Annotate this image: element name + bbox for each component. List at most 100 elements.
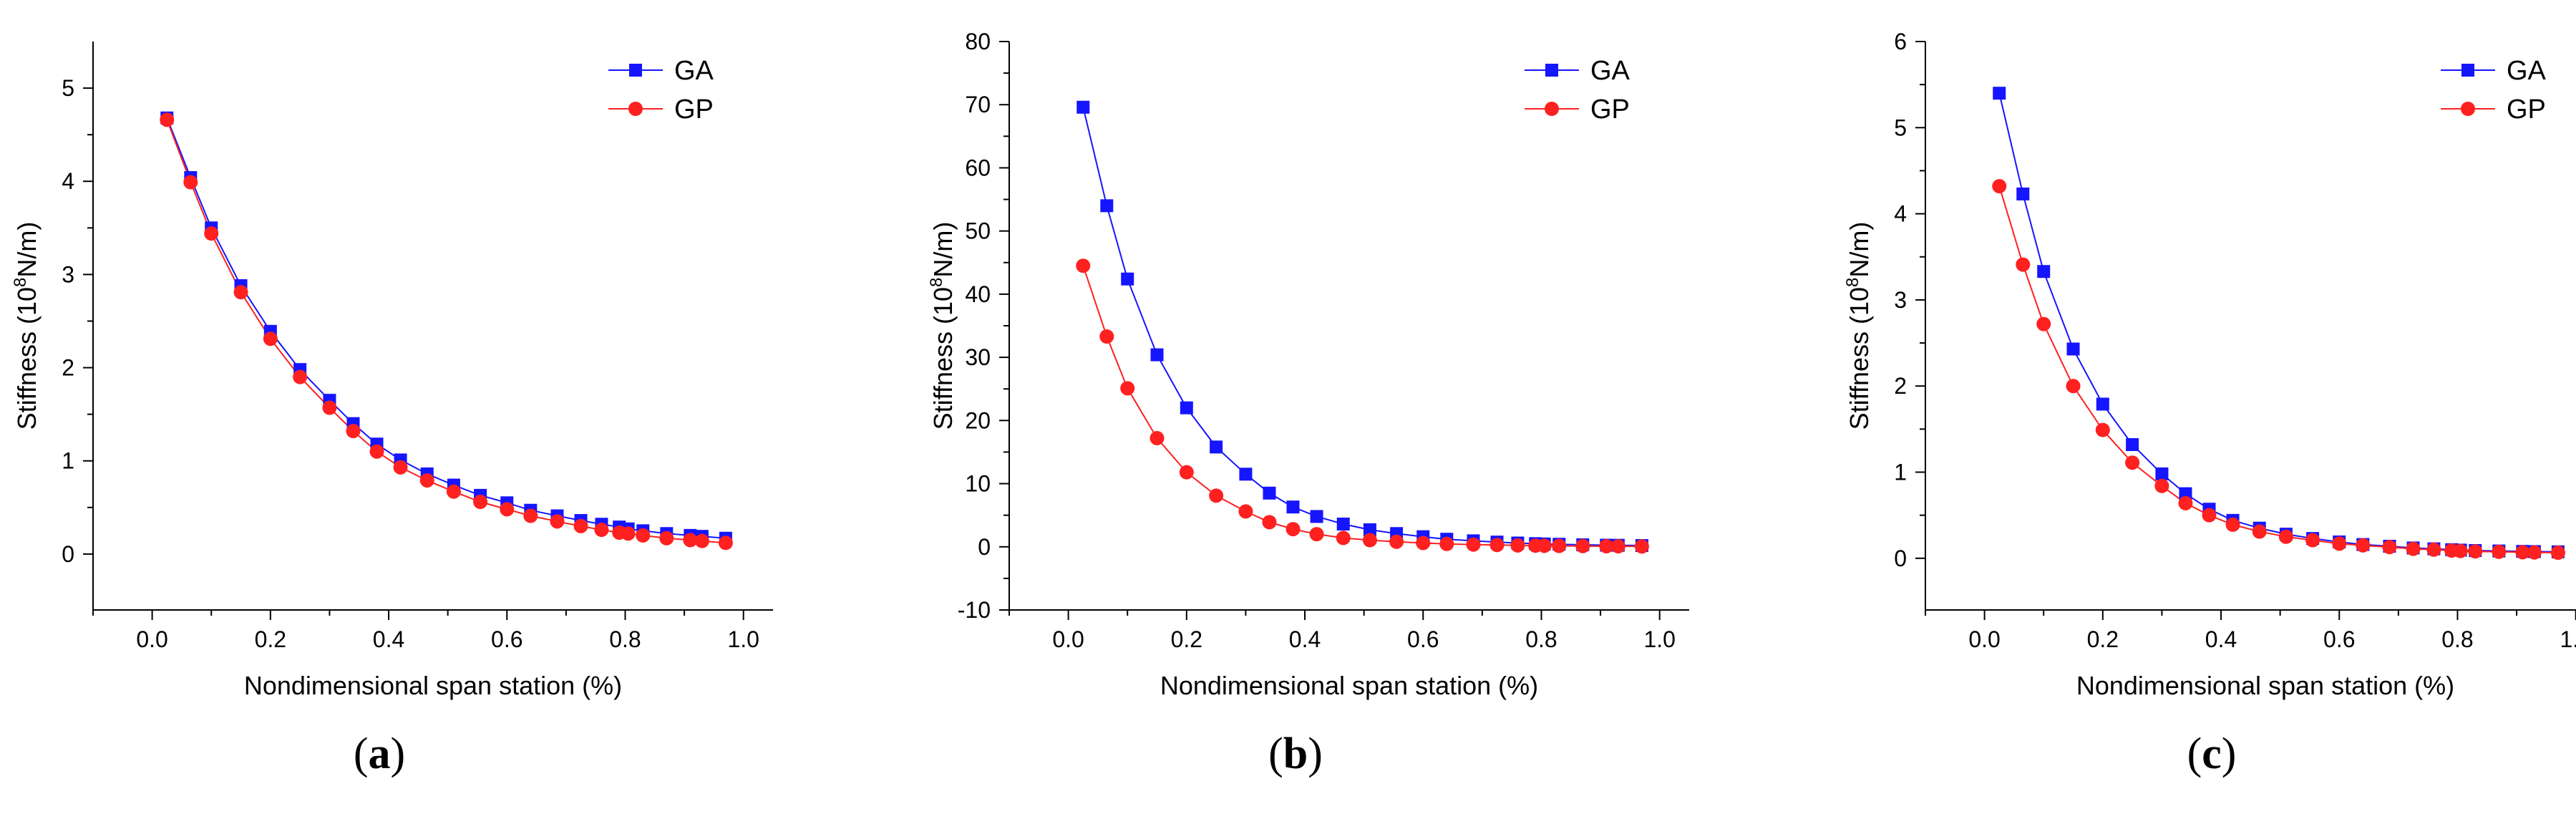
data-point-gp [1309, 527, 1324, 542]
data-point-ga [2155, 467, 2169, 480]
data-point-gp [2332, 536, 2347, 551]
legend-label-ga: GA [2507, 56, 2547, 86]
series-line-gp [166, 119, 726, 544]
data-point-gp [1076, 258, 1091, 273]
x-tick-label: 0.6 [1407, 626, 1439, 652]
legend-label-gp: GP [674, 95, 714, 125]
data-point-gp [1466, 537, 1481, 552]
chart-canvas: 0.0 0.2 0.4 0.6 0.8 1.0 0 1 2 3 4 5 Nondimensional s… [11, 29, 2576, 700]
data-point-ga [1100, 199, 1114, 213]
y-axis-title: Stiffness (108N/m) [927, 222, 958, 430]
data-point-gp [233, 285, 248, 300]
y-tick-label: 3 [62, 261, 74, 287]
data-point-gp [1489, 538, 1505, 553]
legend-marker-ga [1545, 64, 1558, 77]
data-point-gp [473, 495, 488, 510]
data-point-gp [659, 530, 674, 546]
x-tick-label: 0.2 [2087, 626, 2119, 652]
y-tick-label: -10 [958, 597, 991, 623]
y-tick-label: 5 [62, 75, 74, 101]
data-point-ga [1363, 523, 1376, 536]
data-point-gp [718, 536, 733, 551]
data-point-gp [2356, 538, 2371, 553]
legend-label-ga: GA [1590, 56, 1630, 86]
chart-panel-1: 0.0 0.2 0.4 0.6 0.8 1.0 0 1 2 3 4 5 Nondimensional s… [11, 42, 773, 700]
x-tick-label: 0.4 [2205, 626, 2237, 652]
data-point-gp [573, 518, 588, 533]
data-point-gp [1599, 538, 1614, 553]
y-tick-label: 0 [1894, 546, 1907, 571]
x-tick-label: 0.8 [2441, 626, 2473, 652]
data-point-ga [1076, 100, 1090, 114]
data-point-gp [2515, 545, 2530, 560]
data-point-gp [500, 502, 515, 517]
y-tick-label: 2 [1894, 373, 1907, 399]
data-point-gp [2527, 545, 2542, 560]
y-tick-label: 6 [1894, 29, 1907, 54]
legend-marker-gp [1545, 102, 1559, 116]
data-point-gp [2382, 540, 2397, 555]
y-tick-label: 40 [965, 281, 991, 307]
x-tick-label: 1.0 [727, 626, 759, 652]
data-point-gp [1120, 381, 1135, 396]
x-tick-label: 0.6 [491, 626, 523, 652]
x-tick-label: 0.2 [1171, 626, 1202, 652]
y-axis-title-superscript: 8 [1843, 278, 1862, 287]
y-tick-label: 70 [965, 92, 991, 117]
data-point-gp [2426, 542, 2441, 557]
data-point-ga [1263, 486, 1276, 500]
legend-marker-gp [628, 102, 643, 116]
x-axis-title: Nondimensional span station (%) [2076, 671, 2454, 700]
data-point-ga [2126, 438, 2139, 452]
data-point-gp [2225, 517, 2240, 532]
x-tick-label: 0.8 [609, 626, 641, 652]
legend-marker-gp [2461, 102, 2475, 116]
data-point-gp [183, 175, 198, 190]
data-point-gp [2492, 544, 2507, 559]
y-axis-title-main: Stiffness (10 [1844, 287, 1874, 430]
data-point-gp [1099, 329, 1114, 344]
legend-label-gp: GP [2507, 95, 2546, 125]
data-point-gp [523, 508, 538, 523]
y-axis-title-unit: N/m) [928, 222, 958, 278]
data-point-gp [2154, 478, 2169, 493]
data-point-gp [1537, 538, 1552, 553]
data-point-gp [2125, 455, 2140, 470]
y-tick-label: 30 [965, 344, 991, 370]
series-line-ga [1998, 92, 2558, 553]
data-point-ga [1336, 518, 1350, 531]
data-point-gp [1575, 538, 1590, 553]
x-tick-label: 0.0 [1968, 626, 2000, 652]
y-tick-label: 4 [1894, 201, 1907, 227]
data-point-ga [1150, 348, 1164, 362]
data-point-gp [2066, 379, 2081, 394]
y-axis-title-unit: N/m) [12, 222, 42, 278]
data-point-ga [1239, 467, 1253, 481]
panel-caption-b: (b) [1268, 730, 1323, 778]
legend-marker-ga [2461, 64, 2474, 77]
data-point-gp [160, 112, 175, 127]
data-point-gp [2252, 524, 2267, 539]
data-point-gp [550, 514, 565, 529]
data-point-ga [1310, 510, 1323, 523]
data-point-gp [293, 369, 308, 384]
data-point-gp [1552, 538, 1567, 553]
x-tick-label: 0.6 [2323, 626, 2355, 652]
data-point-gp [2036, 316, 2051, 331]
chart-panel-3: 0.0 0.2 0.4 0.6 0.8 1.0 0 1 2 3 4 5 6 Nondimensional … [1843, 29, 2576, 700]
series-line-ga [166, 117, 726, 539]
data-point-gp [1992, 179, 2007, 194]
data-point-gp [2278, 529, 2293, 544]
x-tick-label: 0.2 [255, 626, 286, 652]
y-tick-label: 5 [1894, 115, 1907, 140]
data-point-gp [1389, 534, 1404, 549]
legend-label-ga: GA [674, 56, 714, 86]
y-tick-label: 0 [978, 534, 991, 560]
data-point-gp [1262, 515, 1277, 530]
data-point-gp [621, 526, 636, 541]
data-point-gp [2095, 422, 2110, 437]
data-point-gp [694, 533, 709, 548]
data-point-gp [2406, 541, 2421, 556]
data-point-gp [1285, 522, 1301, 537]
